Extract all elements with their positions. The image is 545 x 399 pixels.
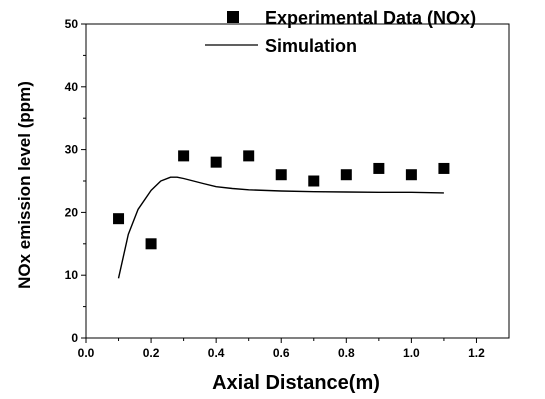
axes: [85, 23, 510, 339]
tick-labels: 0.0 0.2 0.4 0.6 0.8 1.0 1.2 0 10 20 30 40 50: [65, 17, 485, 360]
legend: Experimental Data (NOx) Simulation: [205, 8, 476, 56]
y-axis-title: NOx emission level (ppm): [15, 81, 34, 289]
y-tick-label: 0: [71, 331, 78, 345]
y-tick-label: 20: [65, 205, 79, 219]
x-tick-label: 0.6: [273, 346, 290, 360]
experimental-point: [243, 150, 255, 162]
x-tick-label: 0.8: [338, 346, 355, 360]
x-tick-label: 0.4: [208, 346, 225, 360]
x-tick-label: 0.2: [143, 346, 160, 360]
legend-label-experimental: Experimental Data (NOx): [265, 8, 476, 28]
experimental-point: [178, 150, 190, 162]
y-tick-label: 30: [65, 143, 79, 157]
legend-label-simulation: Simulation: [265, 36, 357, 56]
experimental-point: [113, 213, 125, 225]
experimental-point: [275, 169, 287, 181]
x-tick-label: 1.0: [403, 346, 420, 360]
experimental-point: [405, 169, 417, 181]
y-tick-label: 40: [65, 80, 79, 94]
y-tick-label: 10: [65, 268, 79, 282]
experimental-point: [340, 169, 352, 181]
legend-marker-experimental: [227, 11, 239, 23]
x-tick-label: 1.2: [468, 346, 485, 360]
series: [113, 150, 450, 279]
experimental-point: [438, 162, 450, 174]
plot-frame: [85, 23, 510, 339]
experimental-point: [308, 175, 320, 187]
experimental-point: [210, 156, 222, 168]
y-tick-label: 50: [65, 17, 79, 31]
tick-marks: [81, 23, 477, 343]
experimental-point: [373, 162, 385, 174]
x-axis-title: Axial Distance(m): [212, 372, 380, 394]
simulation-line: [117, 176, 444, 279]
x-tick-label: 0.0: [78, 346, 95, 360]
experimental-point: [145, 238, 157, 250]
